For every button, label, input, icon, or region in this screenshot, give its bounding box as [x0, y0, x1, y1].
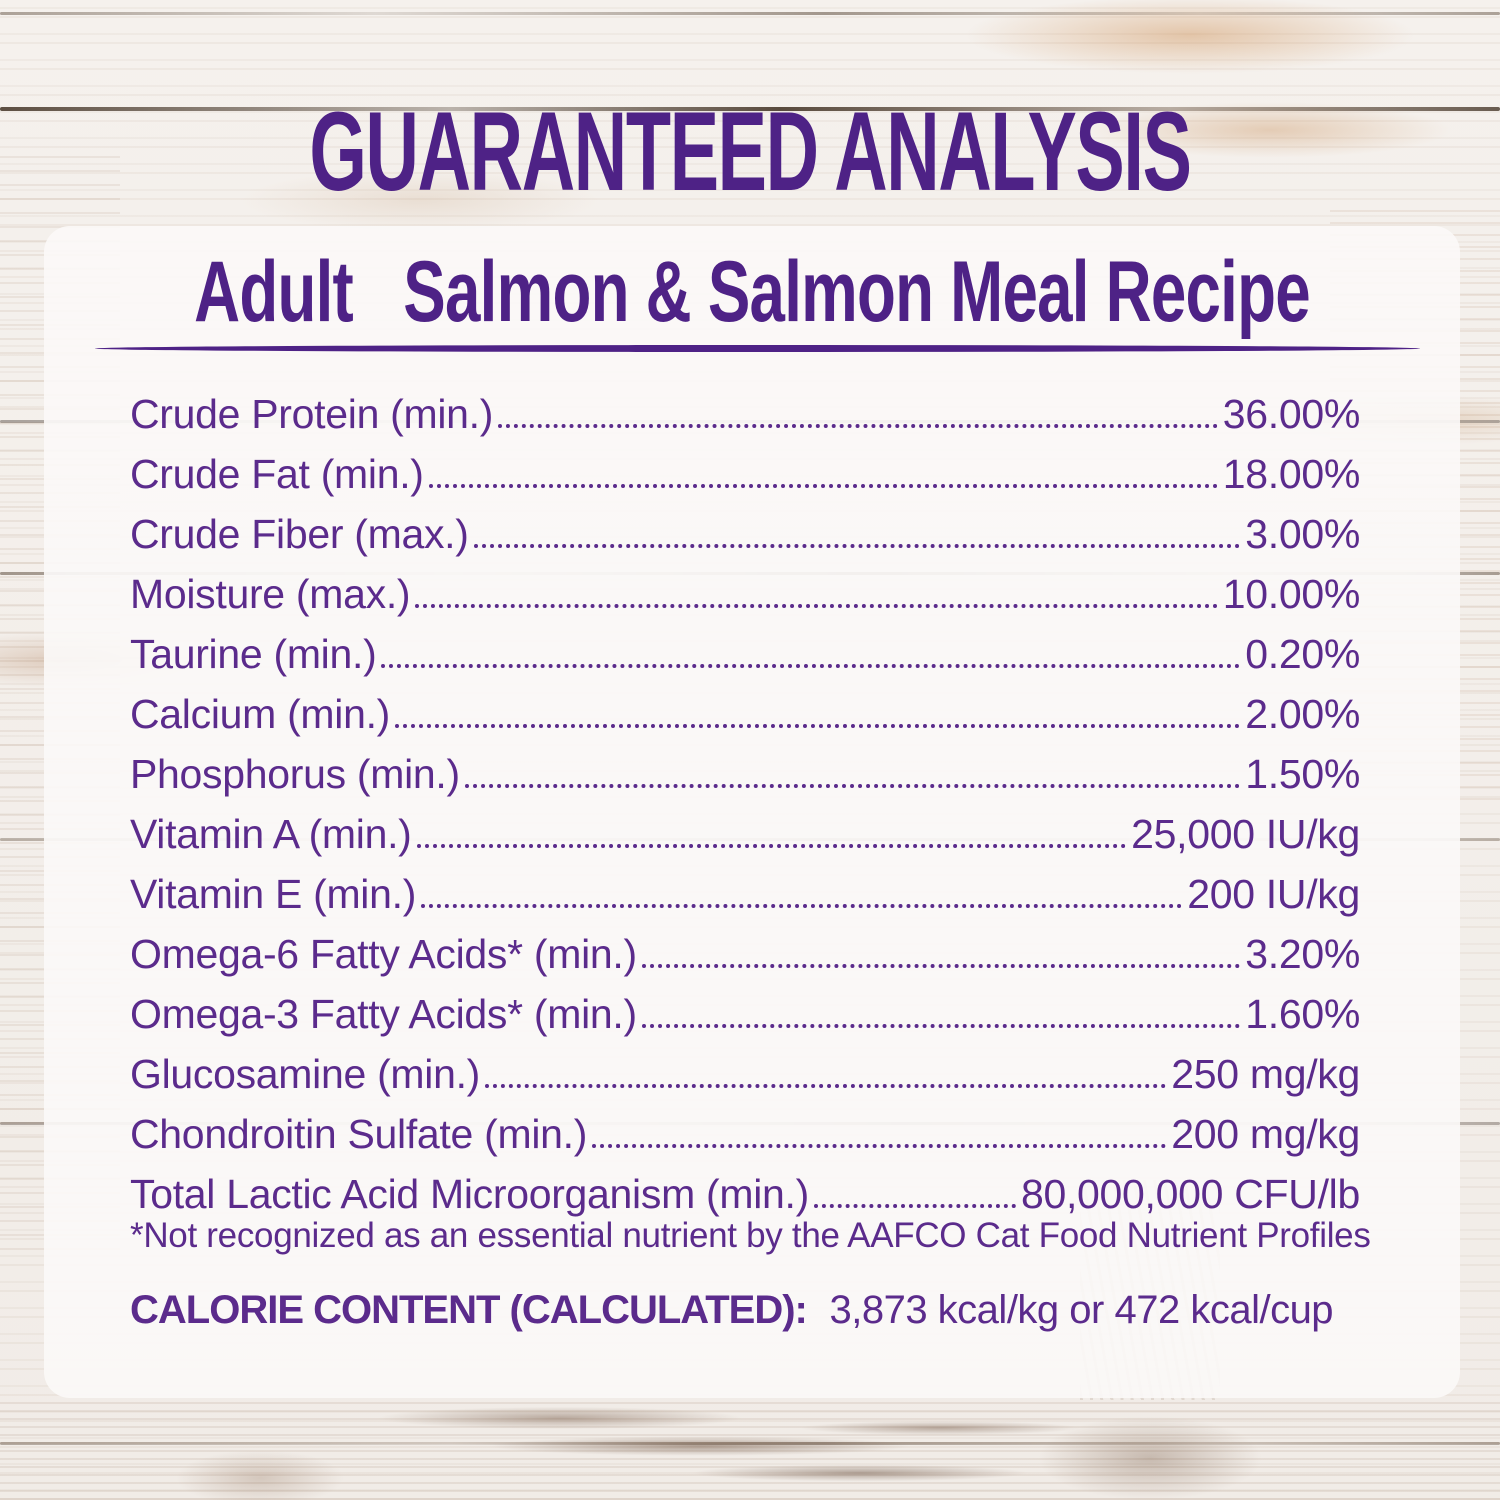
- dotted-leader: [395, 724, 1241, 728]
- nutrient-label: Vitamin A (min.): [130, 810, 412, 857]
- analysis-row: Moisture (max.) 10.00%: [130, 558, 1360, 618]
- calorie-content-value: 3,873 kcal/kg or 472 kcal/cup: [829, 1288, 1334, 1332]
- nutrient-label: Omega-3 Fatty Acids* (min.): [130, 990, 637, 1037]
- dotted-leader: [641, 964, 1241, 968]
- nutrient-label: Calcium (min.): [130, 690, 391, 737]
- wood-grain-bottom: [0, 1398, 1500, 1500]
- calorie-content-label: CALORIE CONTENT (CALCULATED):: [130, 1288, 808, 1332]
- calorie-content-line: CALORIE CONTENT (CALCULATED): 3,873 kcal…: [130, 1288, 1380, 1333]
- dotted-leader: [498, 424, 1218, 428]
- recipe-subtitle: Adult Salmon & Salmon Meal Recipe: [194, 246, 1311, 338]
- analysis-card: Adult Salmon & Salmon Meal Recipe Crude …: [44, 226, 1460, 1398]
- analysis-row: Glucosamine (min.) 250 mg/kg: [130, 1038, 1360, 1098]
- nutrient-label: Chondroitin Sulfate (min.): [130, 1110, 588, 1157]
- nutrient-value: 1.60%: [1245, 990, 1360, 1037]
- nutrient-label: Phosphorus (min.): [130, 750, 460, 797]
- nutrient-label: Crude Fiber (max.): [130, 510, 469, 557]
- recipe-name-label: Salmon & Salmon Meal Recipe: [403, 244, 1310, 340]
- analysis-row: Crude Protein (min.) 36.00%: [130, 378, 1360, 438]
- horizontal-rule: [95, 345, 1420, 352]
- analysis-table: Crude Protein (min.) 36.00% Crude Fat (m…: [130, 378, 1360, 1218]
- nutrient-label: Total Lactic Acid Microorganism (min.): [130, 1170, 809, 1217]
- analysis-row: Phosphorus (min.) 1.50%: [130, 738, 1360, 798]
- analysis-row: Crude Fiber (max.) 3.00%: [130, 498, 1360, 558]
- life-stage-label: Adult: [194, 244, 354, 340]
- plank-seam: [0, 12, 1500, 15]
- nutrient-value: 18.00%: [1222, 450, 1361, 497]
- aafco-footnote: *Not recognized as an essential nutrient…: [130, 1216, 1371, 1255]
- dotted-leader: [592, 1144, 1167, 1148]
- nutrient-value: 3.20%: [1245, 930, 1360, 977]
- nutrient-value: 80,000,000 CFU/lb: [1020, 1170, 1360, 1217]
- dotted-leader: [381, 664, 1241, 668]
- dotted-leader: [415, 604, 1218, 608]
- nutrient-label: Omega-6 Fatty Acids* (min.): [130, 930, 637, 977]
- nutrient-value: 10.00%: [1222, 570, 1361, 617]
- nutrient-value: 1.50%: [1245, 750, 1360, 797]
- dotted-leader: [473, 544, 1241, 548]
- analysis-row: Total Lactic Acid Microorganism (min.) 8…: [130, 1158, 1360, 1218]
- nutrient-label: Glucosamine (min.): [130, 1050, 481, 1097]
- nutrient-value: 200 IU/kg: [1187, 870, 1360, 917]
- nutrient-value: 200 mg/kg: [1171, 1110, 1360, 1157]
- nutrient-label: Crude Fat (min.): [130, 450, 424, 497]
- page-title: GUARANTEED ANALYSIS: [309, 89, 1192, 214]
- nutrient-value: 250 mg/kg: [1171, 1050, 1360, 1097]
- nutrient-label: Crude Protein (min.): [130, 390, 494, 437]
- nutrient-label: Vitamin E (min.): [130, 870, 417, 917]
- nutrient-value: 3.00%: [1245, 510, 1360, 557]
- plank-seam: [0, 1442, 1500, 1445]
- nutrient-label: Moisture (max.): [130, 570, 411, 617]
- analysis-row: Omega-6 Fatty Acids* (min.) 3.20%: [130, 918, 1360, 978]
- dotted-leader: [464, 784, 1241, 788]
- nutrient-label: Taurine (min.): [130, 630, 377, 677]
- dotted-leader: [813, 1204, 1016, 1208]
- analysis-row: Calcium (min.) 2.00%: [130, 678, 1360, 738]
- analysis-row: Vitamin E (min.) 200 IU/kg: [130, 858, 1360, 918]
- dotted-leader: [421, 904, 1183, 908]
- dotted-leader: [641, 1024, 1241, 1028]
- dotted-leader: [485, 1084, 1167, 1088]
- analysis-row: Crude Fat (min.) 18.00%: [130, 438, 1360, 498]
- dotted-leader: [428, 484, 1218, 488]
- analysis-row: Chondroitin Sulfate (min.) 200 mg/kg: [130, 1098, 1360, 1158]
- nutrient-value: 2.00%: [1245, 690, 1360, 737]
- analysis-row: Omega-3 Fatty Acids* (min.) 1.60%: [130, 978, 1360, 1038]
- nutrient-value: 0.20%: [1245, 630, 1360, 677]
- dotted-leader: [416, 844, 1127, 848]
- nutrient-value: 25,000 IU/kg: [1131, 810, 1360, 857]
- analysis-row: Taurine (min.) 0.20%: [130, 618, 1360, 678]
- analysis-row: Vitamin A (min.) 25,000 IU/kg: [130, 798, 1360, 858]
- nutrient-value: 36.00%: [1222, 390, 1361, 437]
- plank-seam: [0, 107, 1500, 111]
